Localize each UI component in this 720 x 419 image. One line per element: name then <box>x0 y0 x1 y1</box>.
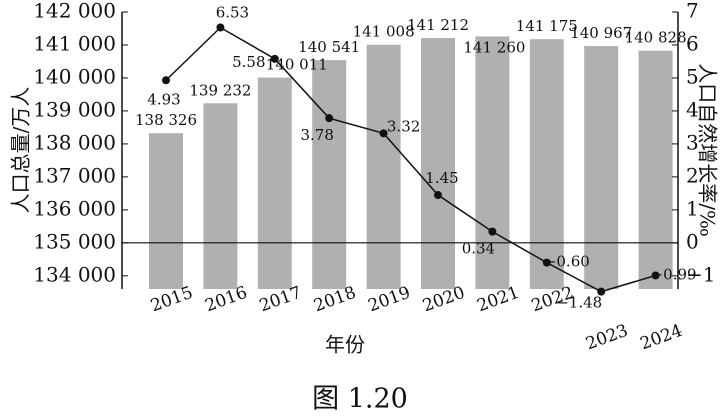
y-axis-title: 人口总量/万人 <box>9 87 33 214</box>
y2-tick-label: 1 <box>686 196 699 220</box>
y-tick-label: 137 000 <box>33 163 116 187</box>
y-tick-label: 142 000 <box>33 0 116 23</box>
line-point <box>542 258 551 267</box>
line-point <box>216 23 225 32</box>
point-label: 3.32 <box>387 117 420 135</box>
point-label: 1.45 <box>425 169 458 187</box>
point-label: −0.60 <box>544 253 590 271</box>
bar-label: 141 260 <box>463 38 525 56</box>
caption: 图 1.20 <box>312 384 408 415</box>
bar <box>312 60 347 290</box>
line-point <box>651 271 660 280</box>
y-tick-label: 141 000 <box>33 31 116 55</box>
bar-label: 140 828 <box>625 29 687 47</box>
line-point <box>597 287 606 296</box>
y-tick-label: 140 000 <box>33 64 116 88</box>
bar-label: 140 967 <box>570 24 632 42</box>
bar <box>584 46 619 289</box>
bar-label: 141 212 <box>407 16 469 34</box>
point-label: −0.99 <box>651 265 697 283</box>
bar <box>475 36 510 290</box>
point-label: 0.34 <box>462 240 495 258</box>
line-point <box>325 114 334 123</box>
y2-tick-label: −1 <box>686 262 715 286</box>
y-tick-label: 135 000 <box>33 229 116 253</box>
y2-tick-label: 0 <box>686 229 699 253</box>
bar <box>257 77 292 289</box>
y2-tick-label: 5 <box>686 64 699 88</box>
bar <box>203 103 238 289</box>
line-point <box>488 227 497 236</box>
bar <box>366 44 401 290</box>
y-tick-label: 134 000 <box>33 262 116 286</box>
y2-tick-label: 7 <box>686 0 699 23</box>
point-label: 4.93 <box>147 90 180 108</box>
point-label: 5.58 <box>232 53 265 71</box>
bar-label: 140 541 <box>298 38 360 56</box>
line-point <box>162 76 170 85</box>
bar-label: 138 326 <box>135 111 197 129</box>
point-label: 3.78 <box>300 126 333 144</box>
y2-tick-label: 2 <box>686 163 699 187</box>
bar-label: 139 232 <box>189 81 251 99</box>
x-tick-label: 2024 <box>638 321 685 355</box>
y2-tick-label: 6 <box>686 31 699 55</box>
y-tick-label: 136 000 <box>33 196 116 220</box>
y-tick-label: 139 000 <box>33 97 116 121</box>
x-axis-title: 年份 <box>325 333 365 357</box>
y2-tick-label: 4 <box>686 97 699 121</box>
point-label: −1.48 <box>556 294 602 312</box>
point-label: 6.53 <box>216 3 249 21</box>
bar-label: 141 175 <box>516 17 578 35</box>
y2-axis-title: 人口自然增长率/‰ <box>696 63 720 237</box>
line-point <box>270 54 279 63</box>
y-tick-label: 138 000 <box>33 130 116 154</box>
x-tick-label: 2023 <box>583 321 630 355</box>
bar-label: 140 011 <box>266 56 328 74</box>
line <box>165 26 656 293</box>
bar <box>149 133 183 289</box>
bar <box>638 50 673 289</box>
bar <box>529 39 564 290</box>
bar <box>421 37 455 290</box>
line-point <box>379 129 388 138</box>
y2-tick-label: 3 <box>686 130 699 154</box>
line-point <box>434 191 442 200</box>
bar-label: 141 008 <box>353 23 415 41</box>
